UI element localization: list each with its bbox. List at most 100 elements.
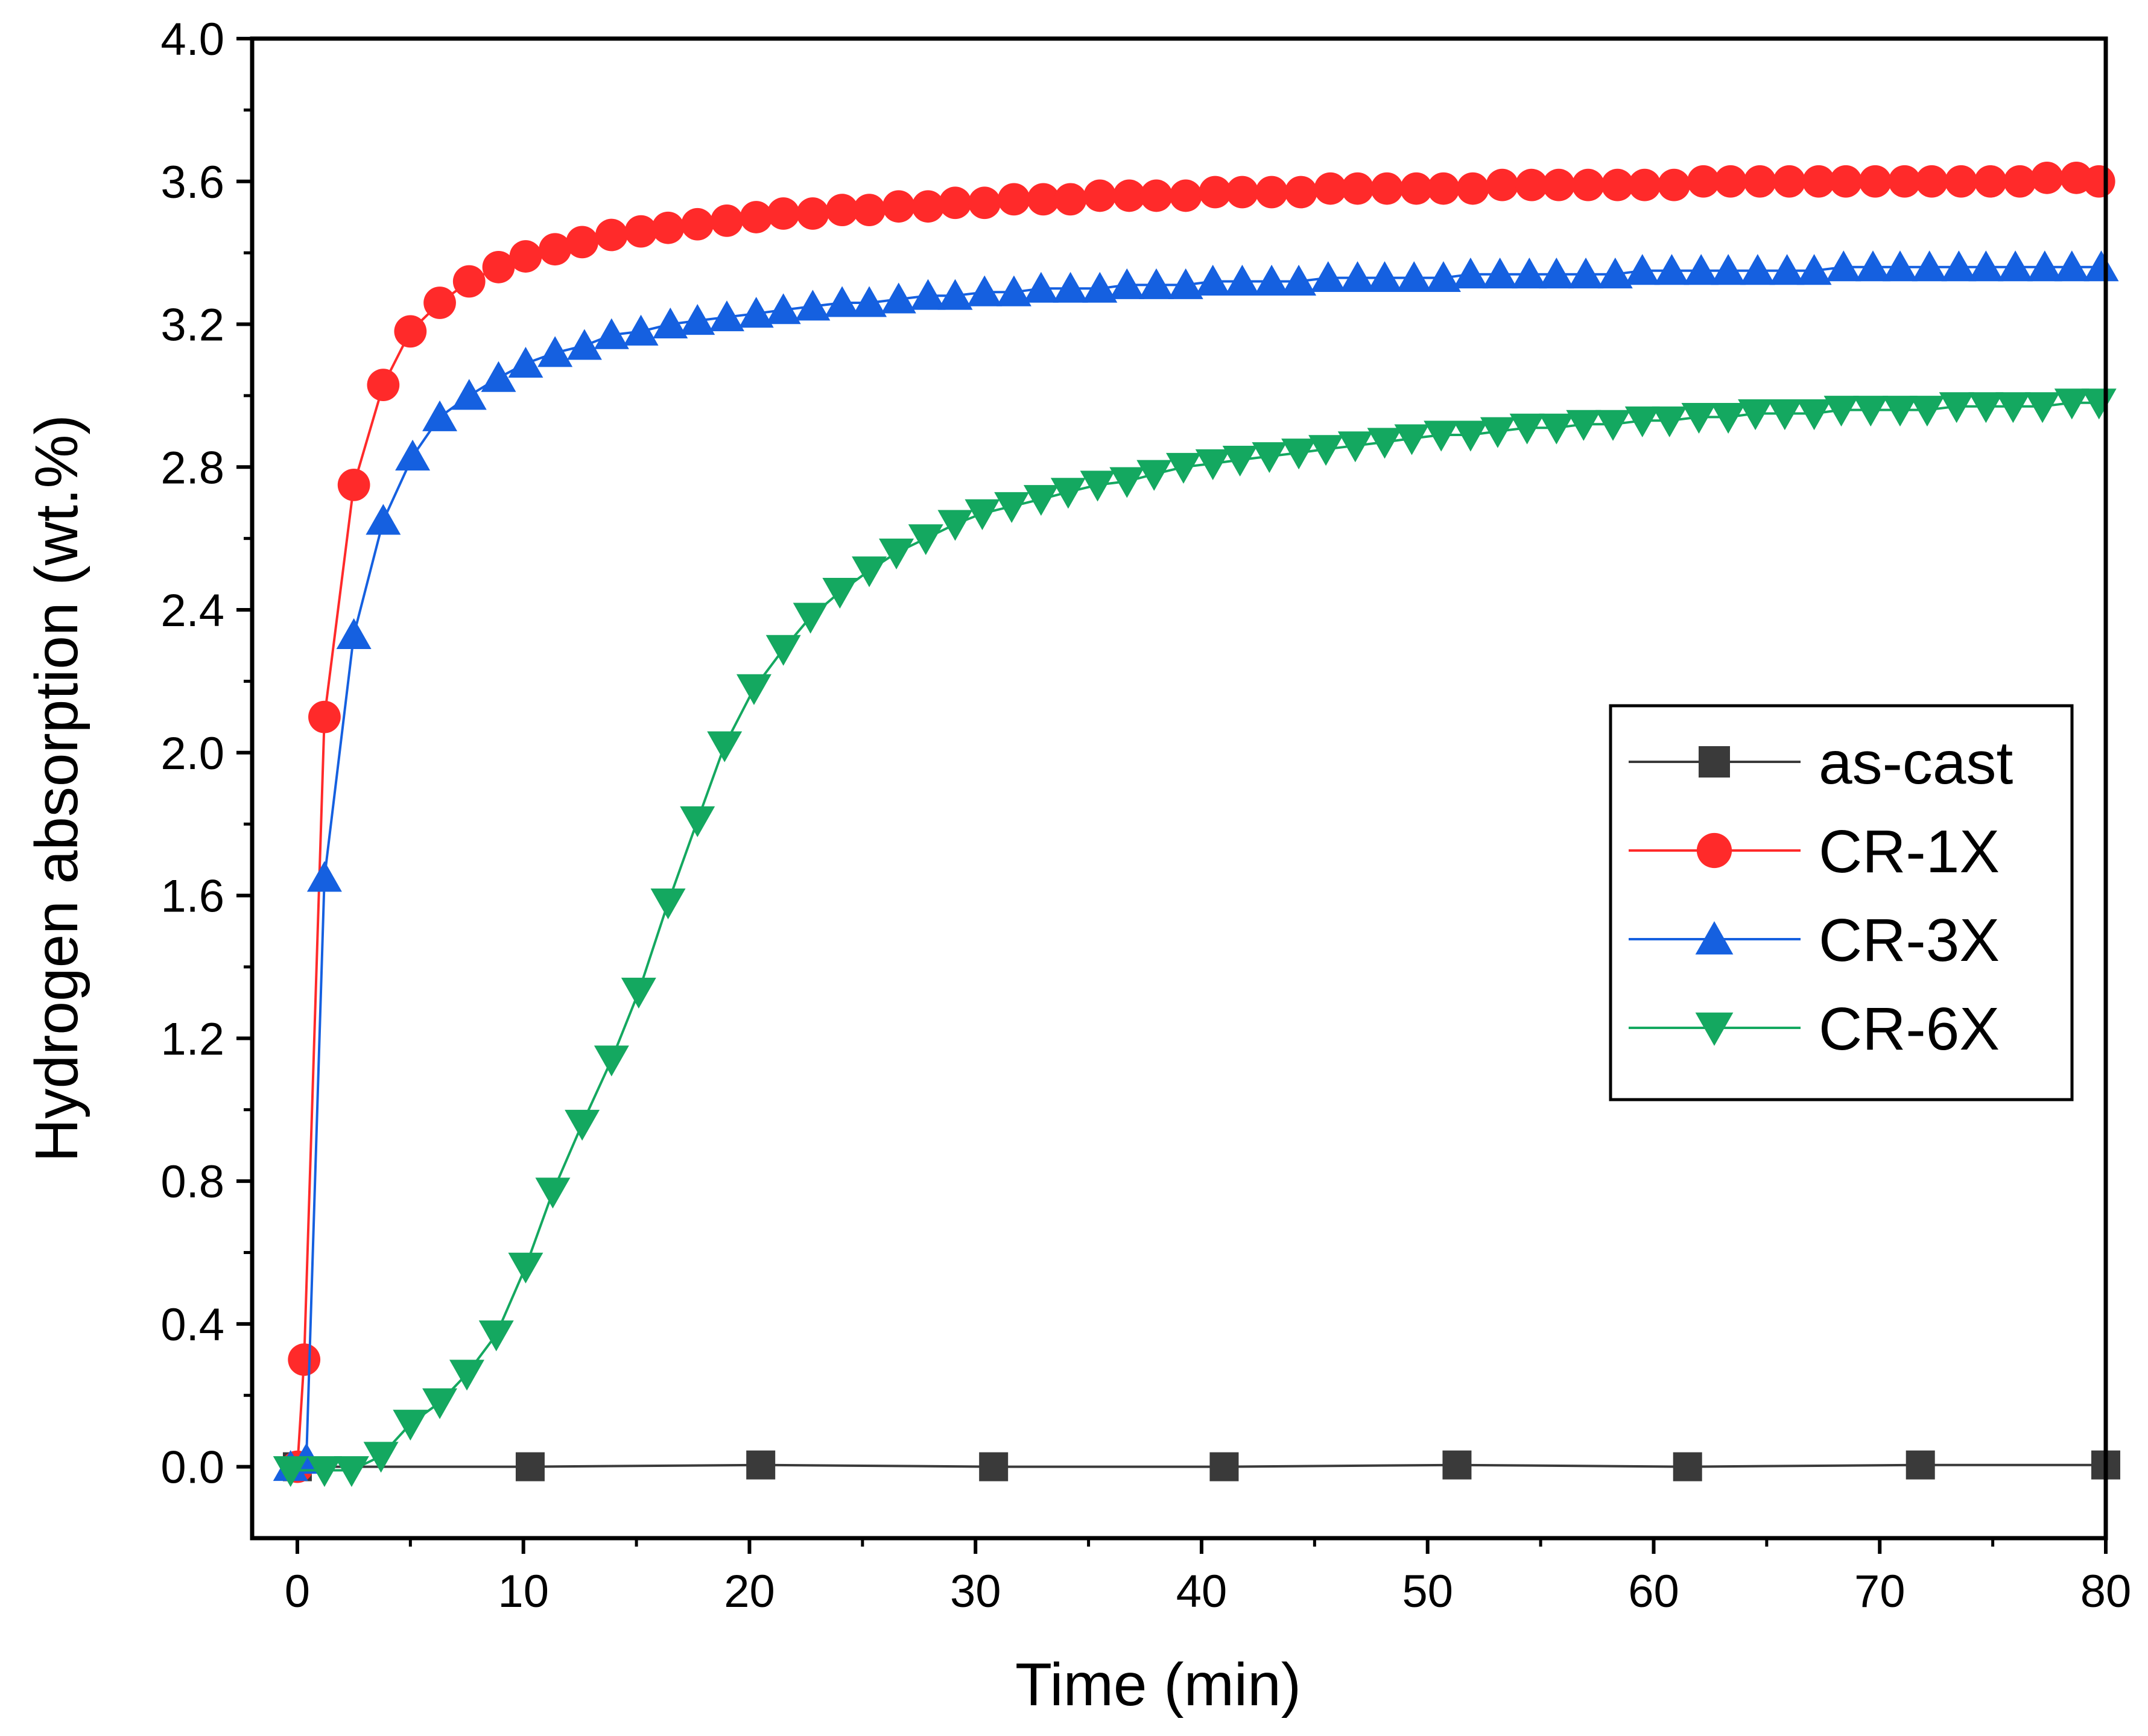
data-point-cr-1x: CR-1X: (31.7, 3.55) bbox=[998, 183, 1030, 216]
data-point-cr-1x: CR-1X: (20.3, 3.5) bbox=[740, 201, 773, 233]
data-point-cr-1x: CR-1X: (55.8, 3.59) bbox=[1542, 168, 1575, 201]
data-point-cr-1x: CR-1X: (22.8, 3.51) bbox=[796, 197, 829, 230]
data-point-cr-1x: CR-1X: (44.4, 3.57) bbox=[1284, 176, 1317, 209]
data-point-as-cast: as-cast: (20.5, 0.005) bbox=[746, 1450, 776, 1480]
data-point-cr-1x: CR-1X: (0.3, 0.3) bbox=[288, 1343, 321, 1376]
data-point-cr-1x: CR-1X: (17.7, 3.48) bbox=[681, 207, 714, 241]
x-tick-label: 30 bbox=[950, 1566, 1001, 1617]
data-point-cr-1x: CR-1X: (77.4, 3.61) bbox=[2030, 161, 2064, 194]
legend-label-cr-3x: CR-3X bbox=[1819, 907, 2000, 974]
data-point-cr-6x: CR-6X: (35.4, 2.75) bbox=[1080, 470, 1115, 502]
data-point-cr-3x: CR-3X: (36.7, 3.31) bbox=[1109, 268, 1145, 299]
data-point-cr-1x: CR-1X: (69.8, 3.6) bbox=[1858, 165, 1892, 198]
data-point-cr-6x: CR-6X: (27.8, 2.6) bbox=[908, 524, 943, 556]
data-point-cr-1x: CR-1X: (3.8, 3.03) bbox=[367, 369, 400, 402]
data-point-cr-6x: CR-6X: (73.4, 2.97) bbox=[1939, 392, 1974, 423]
data-point-cr-1x: CR-1X: (38, 3.56) bbox=[1140, 179, 1173, 212]
data-point-cr-3x: CR-3X: (50.7, 3.33) bbox=[1425, 261, 1461, 293]
data-point-cr-1x: CR-1X: (58.4, 3.59) bbox=[1601, 168, 1634, 201]
y-tick-label: 0.0 bbox=[160, 1442, 224, 1494]
data-point-cr-3x: CR-3X: (78.5, 3.36) bbox=[2054, 250, 2089, 282]
data-point-cr-6x: CR-6X: (50.6, 2.89) bbox=[1424, 420, 1459, 452]
data-point-cr-3x: CR-3X: (79.8, 3.36) bbox=[2083, 250, 2119, 282]
data-point-as-cast: as-cast: (30.8, 0) bbox=[979, 1452, 1009, 1481]
x-tick-label: 10 bbox=[498, 1566, 549, 1617]
data-point-cr-1x: CR-1X: (33, 3.55) bbox=[1027, 183, 1060, 216]
data-point-cr-3x: CR-3X: (65.9, 3.35) bbox=[1769, 254, 1805, 285]
data-point-cr-6x: CR-6X: (10.1, 0.56) bbox=[508, 1252, 543, 1284]
y-tick-label: 3.2 bbox=[160, 300, 224, 351]
data-point-cr-6x: CR-6X: (17.7, 1.81) bbox=[680, 806, 715, 837]
data-point-cr-3x: CR-3X: (10.1, 3.09) bbox=[508, 347, 543, 378]
data-point-cr-1x: CR-1X: (46.9, 3.58) bbox=[1341, 172, 1374, 205]
data-point-cr-6x: CR-6X: (24, 2.45) bbox=[822, 577, 858, 609]
data-point-cr-3x: CR-3X: (60.8, 3.35) bbox=[1654, 254, 1690, 285]
data-point-cr-1x: CR-1X: (19, 3.49) bbox=[711, 204, 743, 237]
legend: as-cast CR-1X CR-3X CR-6X bbox=[1609, 704, 2074, 1101]
data-point-cr-6x: CR-6X: (77.2, 2.97) bbox=[2025, 392, 2061, 423]
data-point-cr-3x: CR-3X: (59.5, 3.35) bbox=[1624, 254, 1660, 285]
data-point-cr-3x: CR-3X: (22.8, 3.25) bbox=[795, 290, 831, 321]
data-point-cr-1x: CR-1X: (73.6, 3.6) bbox=[1945, 165, 1978, 198]
data-point-cr-1x: CR-1X: (16.4, 3.47) bbox=[651, 211, 685, 244]
data-point-cr-3x: CR-3X: (77.3, 3.36) bbox=[2027, 250, 2062, 282]
data-point-cr-1x: CR-1X: (59.6, 3.59) bbox=[1628, 168, 1661, 201]
data-point-cr-6x: CR-6X: (70.9, 2.96) bbox=[1882, 396, 1918, 427]
data-point-cr-6x: CR-6X: (8.8, 0.37) bbox=[478, 1320, 514, 1352]
data-point-cr-1x: CR-1X: (36.8, 3.56) bbox=[1113, 179, 1145, 212]
data-point-cr-3x: CR-3X: (20.3, 3.23) bbox=[738, 297, 774, 328]
data-point-cr-3x: CR-3X: (44.3, 3.32) bbox=[1281, 264, 1317, 296]
data-point-cr-1x: CR-1X: (52, 3.58) bbox=[1456, 172, 1489, 205]
data-point-cr-6x: CR-6X: (15.1, 1.33) bbox=[621, 977, 656, 1009]
data-point-cr-6x: CR-6X: (18.9, 2.02) bbox=[707, 731, 743, 762]
data-point-cr-6x: CR-6X: (39.2, 2.8) bbox=[1166, 452, 1201, 484]
data-point-as-cast: as-cast: (61.5, 0) bbox=[1673, 1452, 1702, 1481]
data-point-cr-6x: CR-6X: (65.8, 2.95) bbox=[1767, 399, 1802, 431]
data-point-cr-1x: CR-1X: (48.2, 3.58) bbox=[1370, 172, 1404, 205]
data-point-cr-6x: CR-6X: (40.5, 2.81) bbox=[1195, 449, 1231, 480]
data-point-cr-1x: CR-1X: (15.2, 3.46) bbox=[624, 215, 657, 248]
data-point-cr-3x: CR-3X: (53.2, 3.34) bbox=[1482, 258, 1518, 289]
data-point-cr-1x: CR-1X: (30.4, 3.54) bbox=[968, 186, 1001, 220]
data-point-cr-1x: CR-1X: (76.2, 3.6) bbox=[2003, 165, 2036, 198]
data-point-cr-3x: CR-3X: (38, 3.31) bbox=[1139, 268, 1174, 299]
data-point-cr-6x: CR-6X: (26.5, 2.56) bbox=[879, 538, 914, 569]
data-point-cr-1x: CR-1X: (63.4, 3.6) bbox=[1714, 165, 1747, 198]
data-point-cr-1x: CR-1X: (71.1, 3.6) bbox=[1888, 165, 1921, 198]
data-point-cr-3x: CR-3X: (73.5, 3.36) bbox=[1941, 250, 1977, 282]
data-point-cr-6x: CR-6X: (45.5, 2.85) bbox=[1308, 435, 1344, 466]
data-point-cr-3x: CR-3X: (30.4, 3.29) bbox=[967, 275, 1003, 306]
legend-label-cr-1x: CR-1X bbox=[1819, 818, 2000, 885]
data-point-cr-3x: CR-3X: (70.9, 3.36) bbox=[1882, 250, 1918, 282]
data-point-cr-6x: CR-6X: (16.4, 1.58) bbox=[650, 888, 686, 920]
data-point-cr-1x: CR-1X: (24.1, 3.52) bbox=[826, 194, 858, 226]
data-point-cr-1x: CR-1X: (7.6, 3.32) bbox=[452, 265, 486, 298]
data-point-cr-3x: CR-3X: (63.3, 3.35) bbox=[1711, 254, 1746, 285]
legend-label-as-cast: as-cast bbox=[1819, 729, 2013, 797]
data-point-cr-1x: CR-1X: (26.6, 3.53) bbox=[882, 190, 915, 223]
data-point-cr-3x: CR-3X: (34.2, 3.3) bbox=[1053, 271, 1088, 303]
data-point-cr-1x: CR-1X: (49.5, 3.58) bbox=[1400, 172, 1433, 205]
data-point-cr-1x: CR-1X: (40.6, 3.57) bbox=[1199, 176, 1232, 209]
data-point-cr-6x: CR-6X: (36.7, 2.76) bbox=[1109, 467, 1145, 498]
data-point-cr-6x: CR-6X: (2.4, -0.01) bbox=[334, 1456, 369, 1487]
data-point-cr-6x: CR-6X: (67.1, 2.95) bbox=[1796, 399, 1832, 431]
data-point-cr-6x: CR-6X: (75.9, 2.97) bbox=[1995, 392, 2031, 423]
data-point-cr-1x: CR-1X: (11.4, 3.41) bbox=[539, 233, 572, 266]
data-point-cr-6x: CR-6X: (5, 0.12) bbox=[393, 1410, 428, 1441]
data-point-cr-3x: CR-3X: (49.4, 3.33) bbox=[1396, 261, 1432, 293]
data-point-cr-6x: CR-6X: (25.3, 2.51) bbox=[852, 556, 887, 588]
data-point-cr-6x: CR-6X: (1.2, -0.01) bbox=[306, 1456, 342, 1487]
data-point-cr-6x: CR-6X: (22.7, 2.38) bbox=[793, 603, 828, 634]
data-point-cr-6x: CR-6X: (32.9, 2.71) bbox=[1023, 485, 1059, 516]
y-tick-label: 1.6 bbox=[160, 871, 224, 922]
data-point-cr-6x: CR-6X: (34.1, 2.73) bbox=[1050, 478, 1086, 509]
data-point-cr-3x: CR-3X: (43.1, 3.32) bbox=[1254, 264, 1290, 296]
y-tick-label: 4.0 bbox=[160, 14, 224, 65]
data-point-cr-6x: CR-6X: (62, 2.94) bbox=[1681, 402, 1717, 434]
data-point-cr-6x: CR-6X: (74.7, 2.97) bbox=[1968, 392, 2004, 423]
data-point-cr-3x: CR-3X: (21.5, 3.24) bbox=[765, 293, 801, 325]
data-point-cr-3x: CR-3X: (72.2, 3.36) bbox=[1912, 250, 1947, 282]
data-point-cr-1x: CR-1X: (35.5, 3.56) bbox=[1083, 179, 1117, 212]
data-point-cr-1x: CR-1X: (67.3, 3.6) bbox=[1802, 165, 1835, 198]
